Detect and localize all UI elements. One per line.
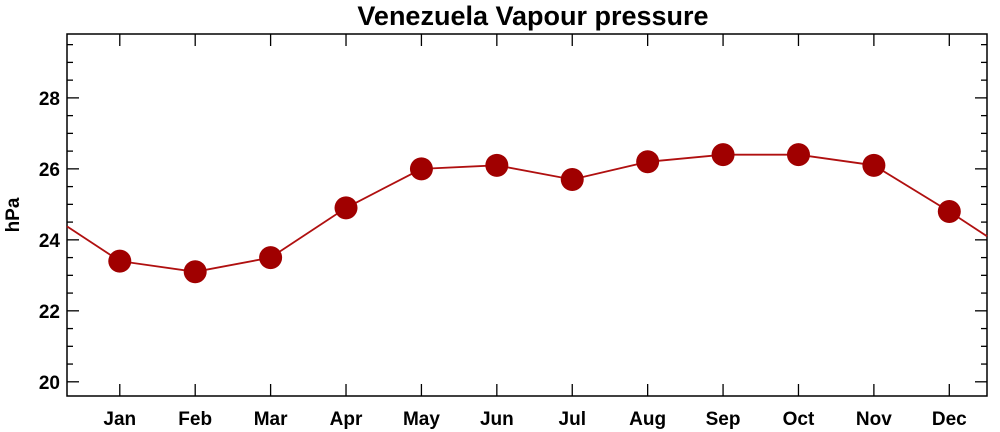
- data-point-sep: [711, 143, 735, 167]
- x-tick-label: Jun: [480, 409, 514, 430]
- chart-title: Venezuela Vapour pressure: [357, 1, 708, 31]
- x-tick-label: Oct: [783, 409, 815, 430]
- y-axis-label: hPa: [3, 197, 24, 232]
- data-point-aug: [636, 150, 660, 174]
- data-point-mar: [259, 246, 283, 270]
- data-point-dec: [937, 199, 961, 223]
- data-point-oct: [786, 143, 810, 167]
- x-axis: Jan Feb Mar Apr May Jun Jul Aug Sep Oct Nov Dec: [103, 34, 967, 430]
- x-tick-label: Mar: [254, 409, 288, 430]
- x-tick-label: Nov: [856, 409, 892, 430]
- y-tick-label: 20: [39, 373, 60, 394]
- y-tick-label: 24: [39, 231, 61, 252]
- data-point-feb: [183, 260, 207, 284]
- series-line: [66, 153, 988, 273]
- y-axis: 20 22 24 26 28: [39, 43, 987, 394]
- data-point-may: [409, 157, 433, 181]
- data-point-jul: [560, 168, 584, 192]
- x-tick-label: Dec: [932, 409, 967, 430]
- data-point-jun: [485, 153, 509, 177]
- x-tick-label: Jan: [103, 409, 136, 430]
- data-point-jan: [108, 249, 132, 273]
- x-tick-label: May: [403, 409, 440, 430]
- x-tick-label: Aug: [629, 409, 666, 430]
- plot-frame: [66, 33, 988, 397]
- x-tick-label: Sep: [706, 409, 741, 430]
- data-point-nov: [862, 153, 886, 177]
- x-tick-label: Jul: [559, 409, 586, 430]
- series-group: [66, 143, 988, 284]
- x-tick-label: Feb: [178, 409, 212, 430]
- x-tick-label: Apr: [330, 409, 363, 430]
- y-tick-label: 22: [39, 302, 60, 323]
- y-tick-label: 26: [39, 160, 60, 181]
- data-point-apr: [334, 196, 358, 220]
- y-tick-label: 28: [39, 89, 60, 110]
